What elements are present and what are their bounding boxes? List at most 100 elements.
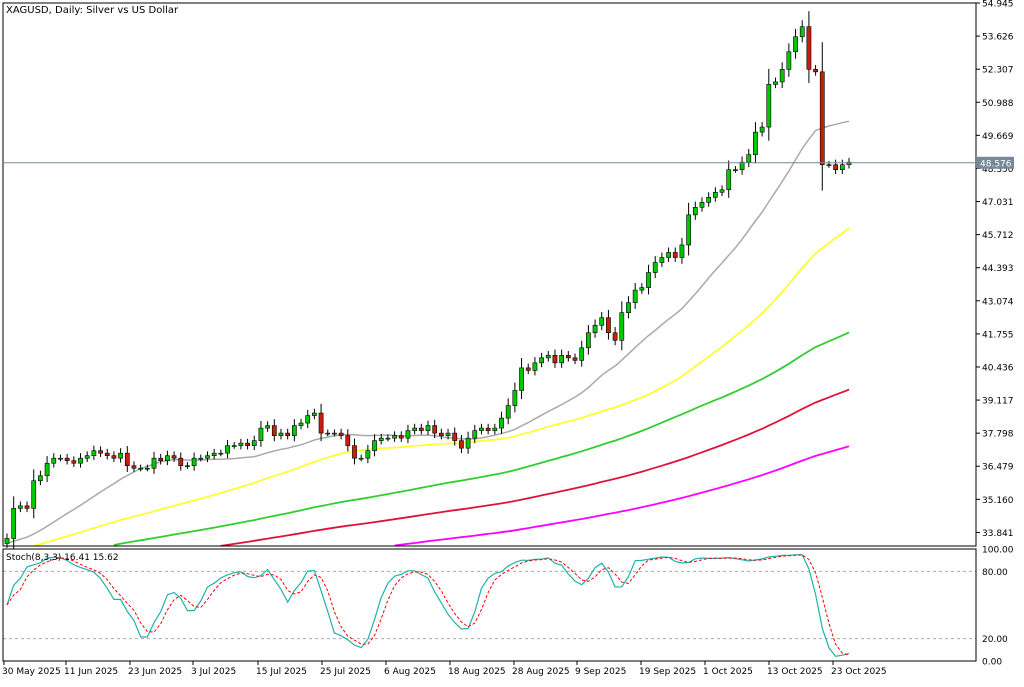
y-tick-label: 37.798: [982, 430, 1014, 440]
candle-body: [465, 437, 471, 449]
candle-body: [104, 452, 110, 456]
y-tick-label: 41.755: [982, 330, 1014, 340]
stoch-panel-frame: [2, 548, 977, 662]
candle-body: [358, 457, 364, 460]
candle-body: [245, 442, 250, 446]
candle-body: [512, 390, 518, 406]
candle-body: [178, 457, 184, 467]
candle-body: [191, 457, 197, 467]
candle-body: [111, 455, 117, 459]
candle-body: [285, 432, 291, 436]
candle-body: [144, 467, 150, 470]
candle-body: [632, 289, 638, 303]
candle-body: [719, 189, 725, 193]
y-tick-label: 33.841: [982, 529, 1014, 539]
candle-body: [298, 422, 304, 426]
candle-body: [44, 462, 50, 477]
x-tick-label: 23 Jun 2025: [128, 667, 182, 677]
candle-body: [833, 164, 839, 171]
candle-body: [666, 252, 671, 258]
candle-body: [425, 425, 431, 431]
candle-body: [312, 412, 317, 416]
candle-body: [779, 69, 785, 83]
candle-body: [846, 161, 852, 165]
candle-body: [606, 317, 611, 334]
candle-body: [438, 432, 444, 436]
candle-body: [291, 425, 297, 436]
candle-body: [499, 417, 504, 429]
y-tick-label: 40.436: [982, 363, 1014, 373]
candle-body: [238, 442, 244, 446]
candle-body: [505, 405, 511, 419]
candle-body: [17, 505, 23, 509]
x-tick-label: 1 Oct 2025: [703, 667, 753, 677]
candles: [4, 11, 852, 550]
candle-body: [766, 84, 772, 128]
stoch-tick-label: 20.00: [982, 635, 1008, 645]
candle-body: [332, 432, 337, 435]
candle-body: [51, 457, 57, 464]
current-price-label: 48.576: [980, 159, 1012, 169]
candle-body: [652, 262, 658, 273]
candle-body: [278, 432, 284, 436]
candle-body: [733, 169, 738, 172]
candle-body: [205, 455, 210, 459]
candle-body: [692, 207, 698, 216]
candle-body: [185, 465, 190, 468]
candle-body: [24, 505, 30, 509]
candle-body: [592, 324, 598, 334]
x-tick-label: 28 Aug 2025: [512, 667, 570, 677]
candle-body: [171, 455, 177, 459]
y-tick-label: 36.479: [982, 463, 1014, 473]
y-tick-label: 53.626: [982, 33, 1014, 43]
candle-body: [11, 508, 17, 539]
candle-body: [813, 69, 818, 73]
candle-body: [165, 455, 170, 462]
candle-body: [378, 437, 384, 441]
candle-body: [626, 302, 631, 313]
candle-body: [418, 427, 424, 431]
y-tick-label: 52.307: [982, 66, 1014, 76]
candle-body: [579, 347, 585, 361]
candle-body: [739, 161, 745, 171]
candle-body: [91, 450, 97, 456]
candle-body: [646, 272, 651, 288]
y-tick-label: 47.031: [982, 198, 1014, 208]
y-tick-label: 54.945: [982, 0, 1014, 10]
candle-body: [71, 460, 77, 464]
candle-body: [98, 450, 103, 454]
candle-body: [659, 257, 665, 263]
candle-body: [398, 435, 404, 439]
candle-body: [325, 432, 331, 435]
candle-body: [619, 312, 625, 341]
candle-body: [552, 355, 558, 364]
candle-body: [225, 445, 230, 454]
y-tick-label: 43.074: [982, 297, 1014, 307]
candle-body: [639, 287, 645, 291]
candle-body: [746, 154, 752, 163]
candle-body: [572, 357, 578, 361]
candle-body: [519, 367, 524, 391]
candle-body: [532, 362, 538, 371]
candle-body: [452, 432, 458, 441]
stoch-tick-label: 80.00: [982, 568, 1008, 578]
candle-body: [712, 191, 718, 198]
stoch-signal-line: [6, 554, 850, 656]
y-tick-label: 39.117: [982, 397, 1014, 407]
candle-body: [38, 475, 43, 482]
stoch-tick-label: 0.00: [982, 658, 1002, 668]
candle-body: [345, 435, 351, 446]
candle-body: [124, 452, 130, 467]
candle-body: [64, 457, 70, 462]
candle-body: [773, 81, 778, 85]
candle-body: [472, 430, 478, 439]
chart-frame: [2, 2, 977, 662]
candle-body: [365, 450, 371, 459]
candle-body: [672, 252, 678, 258]
candle-body: [271, 425, 277, 436]
x-tick-label: 15 Jul 2025: [256, 667, 307, 677]
ma-20-line: [6, 120, 850, 544]
ma-50-line: [33, 227, 850, 547]
